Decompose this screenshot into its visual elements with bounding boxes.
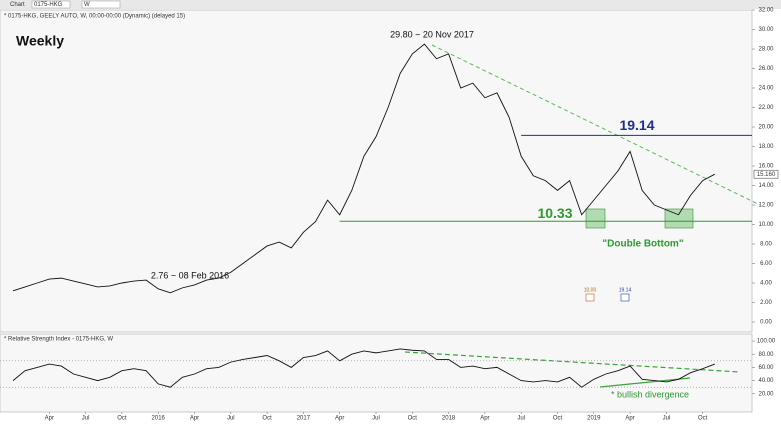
bottom-box [585, 208, 606, 229]
x-tick-label: Apr [625, 416, 634, 422]
y-tick-label: 20.00 [758, 391, 774, 397]
event-icon[interactable] [620, 293, 630, 302]
resistance-label: 19.14 [619, 117, 654, 133]
y-tick-label: 0.00 [760, 320, 772, 326]
y-tick-label: 8.00 [760, 242, 772, 248]
x-tick-label: Jul [227, 416, 235, 422]
x-tick-label: Apr [335, 416, 344, 422]
rsi-panel [0, 333, 753, 413]
y-tick-label: 28.00 [758, 47, 774, 53]
y-tick-label: 12.00 [758, 203, 774, 209]
y-tick-label: 32.00 [758, 8, 774, 14]
support-label: 10.33 [537, 205, 572, 221]
y-tick-label: 60.00 [758, 365, 774, 371]
pattern-annotation: "Double Bottom" [602, 239, 683, 250]
x-tick-label: Oct [698, 416, 708, 422]
y-tick-label: 24.00 [758, 86, 774, 92]
x-tick-label: 2017 [297, 416, 311, 422]
y-tick-label: 4.00 [760, 281, 772, 287]
y-tick-label: 40.00 [758, 378, 774, 384]
rsi-annotation: * bullish divergence [611, 389, 689, 399]
divergence-line [599, 377, 691, 388]
y-tick-label: 100.00 [757, 339, 776, 345]
y-tick-label: 26.00 [758, 66, 774, 72]
trendline [431, 44, 761, 206]
x-tick-label: Jul [517, 416, 525, 422]
x-tick-label: Apr [45, 416, 54, 422]
interval-box[interactable] [81, 0, 121, 9]
y-tick-label: 30.00 [758, 27, 774, 33]
bottom-box [664, 208, 694, 229]
y-tick-label: 20.00 [758, 125, 774, 131]
x-tick-label: Apr [480, 416, 489, 422]
interval[interactable]: W [84, 2, 90, 8]
chart-title: * 0175-HKG, GEELY AUTO, W, 00:00-00:00 (… [4, 14, 185, 20]
rsi-title: * Relative Strength Index - 0175-HKG, W [4, 337, 113, 343]
y-tick-label: 18.00 [758, 144, 774, 150]
series-line [12, 348, 715, 388]
x-tick-label: Apr [190, 416, 199, 422]
last-price-label: 15.160 [757, 172, 776, 178]
y-tick-label: 2.00 [760, 300, 772, 306]
price-panel [0, 9, 753, 333]
last-price-box [753, 169, 779, 179]
y-tick-label: 10.00 [758, 222, 774, 228]
peak-annotation: 29.80 ~ 20 Nov 2017 [390, 29, 474, 39]
x-tick-label: 2018 [442, 416, 456, 422]
event-icon[interactable] [585, 293, 595, 302]
y-tick-label: 6.00 [760, 261, 772, 267]
x-tick-label: Oct [262, 416, 272, 422]
symbol-box[interactable] [31, 0, 71, 9]
symbol[interactable]: 0175-HKG [34, 2, 63, 8]
x-tick-label: Jul [372, 416, 380, 422]
x-tick-label: Oct [117, 416, 127, 422]
x-tick-label: Oct [553, 416, 563, 422]
x-tick-label: Jul [663, 416, 671, 422]
y-tick-label: 16.00 [758, 164, 774, 170]
event-marker: 19.14 [619, 287, 632, 293]
x-tick-label: 2019 [587, 416, 601, 422]
y-tick-label: 80.00 [758, 352, 774, 358]
event-marker: 10.00 [584, 287, 597, 293]
y-tick-label: 14.00 [758, 183, 774, 189]
low-annotation: 2.76 ~ 08 Feb 2016 [151, 270, 229, 280]
subtitle: Weekly [16, 33, 64, 49]
series-line [12, 43, 716, 294]
y-tick-label: 22.00 [758, 105, 774, 111]
menu[interactable]: Chart [10, 2, 25, 8]
x-tick-label: Oct [408, 416, 418, 422]
x-tick-label: 2016 [152, 416, 166, 422]
toolbar [0, 0, 781, 9]
x-tick-label: Jul [82, 416, 90, 422]
